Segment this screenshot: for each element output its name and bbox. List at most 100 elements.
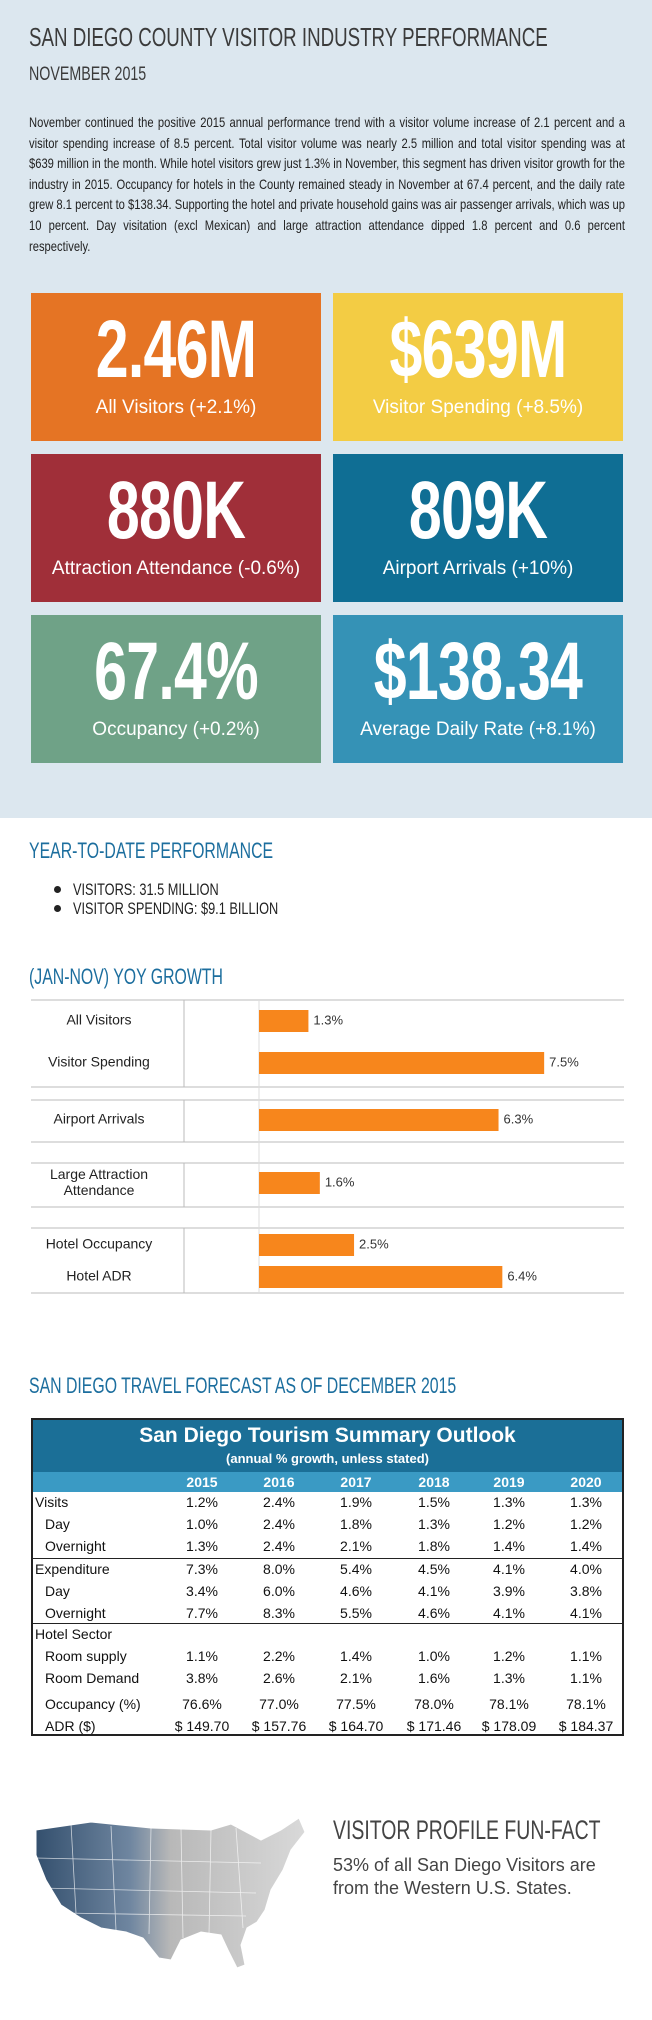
stat-label: Visitor Spending (+8.5%): [372, 397, 584, 418]
table-cell: $ 149.70: [174, 1718, 230, 1734]
table-cell: 8.0%: [263, 1561, 295, 1577]
table-cell: 6.0%: [263, 1583, 295, 1599]
row-label: Visits: [35, 1494, 69, 1510]
value-label: 7.5%: [549, 1054, 579, 1069]
table-cell: 1.5%: [418, 1494, 450, 1510]
table-cell: 1.4%: [493, 1538, 525, 1554]
table-cell: $ 184.37: [558, 1718, 614, 1734]
stat-value: $639M: [389, 304, 568, 395]
table-cell: 1.4%: [340, 1648, 372, 1664]
stat-value: 880K: [106, 465, 246, 556]
stat-label: Average Daily Rate (+8.1%): [360, 719, 596, 740]
category-label: Visitor Spending: [48, 1054, 150, 1070]
bar: [259, 1234, 355, 1256]
table-cell: $ 157.76: [251, 1718, 307, 1734]
column-header: 2015: [186, 1474, 218, 1490]
stat-value: 2.46M: [95, 304, 257, 395]
column-header: 2020: [570, 1474, 602, 1490]
table-cell: 1.6%: [418, 1670, 450, 1686]
table-subtitle: (annual % growth, unless stated): [226, 1451, 429, 1466]
row-label: Hotel Sector: [35, 1626, 113, 1642]
map-lines: [35, 1823, 262, 1939]
table-cell: 1.3%: [570, 1494, 602, 1510]
table-cell: 78.1%: [566, 1696, 606, 1712]
table-header-band: [33, 1472, 622, 1492]
table-cell: $ 164.70: [328, 1718, 384, 1734]
stat-value: 67.4%: [94, 626, 259, 717]
forecast-table: San Diego Tourism Summary Outlook (annua…: [31, 1418, 624, 1736]
table-cell: 8.3%: [263, 1605, 295, 1621]
table-cell: 78.1%: [489, 1696, 529, 1712]
ytd-heading: YEAR-TO-DATE PERFORMANCE: [29, 838, 274, 863]
table-cell: 2.1%: [340, 1670, 372, 1686]
stat-label: Attraction Attendance (-0.6%): [51, 558, 301, 579]
table-cell: 1.0%: [186, 1516, 218, 1532]
table-cell: 1.2%: [186, 1494, 218, 1510]
column-header: 2017: [340, 1474, 372, 1490]
value-label: 1.6%: [325, 1174, 355, 1189]
table-cell: 76.6%: [182, 1696, 222, 1712]
category-label: Hotel ADR: [66, 1268, 131, 1284]
bar: [259, 1010, 309, 1032]
stat-tile: $138.34 Average Daily Rate (+8.1%): [333, 615, 623, 763]
title: SAN DIEGO COUNTY VISITOR INDUSTRY PERFOR…: [29, 22, 548, 52]
row-label: ADR ($): [45, 1718, 96, 1734]
table-cell: 1.9%: [340, 1494, 372, 1510]
forecast-heading: SAN DIEGO TRAVEL FORECAST AS OF DECEMBER…: [29, 1373, 457, 1398]
stat-tile: 2.46M All Visitors (+2.1%): [31, 293, 321, 441]
chart: All Visitors 1.3% Visitor Spending 7.5% Airp…: [31, 999, 624, 1294]
fun-fact-text: 53% of all San Diego Visitors are from t…: [333, 1855, 596, 1898]
table-cell: 1.3%: [186, 1538, 218, 1554]
row-label: Expenditure: [35, 1561, 110, 1577]
table-cell: 4.5%: [418, 1561, 450, 1577]
table-cell: 4.1%: [418, 1583, 450, 1599]
bar: [259, 1052, 545, 1074]
column-header: 2018: [418, 1474, 450, 1490]
table-cell: 3.8%: [570, 1583, 602, 1599]
table-cell: 2.2%: [263, 1648, 295, 1664]
table-cell: 78.0%: [414, 1696, 454, 1712]
category-label: Hotel Occupancy: [46, 1236, 153, 1252]
stat-value: 809K: [408, 465, 548, 556]
table-cell: 4.1%: [570, 1605, 602, 1621]
map-shape: [35, 1817, 306, 1969]
table-cell: 2.4%: [263, 1516, 295, 1532]
table-cell: 3.9%: [493, 1583, 525, 1599]
stat-tile: 880K Attraction Attendance (-0.6%): [31, 454, 321, 602]
table-title-band: [33, 1420, 622, 1472]
stat-label: Occupancy (+0.2%): [92, 719, 260, 740]
row-label: Room supply: [45, 1648, 127, 1664]
table-cell: 1.4%: [570, 1538, 602, 1554]
us-map: [35, 1817, 306, 1969]
category-label: Airport Arrivals: [53, 1111, 144, 1127]
table-cell: 77.0%: [259, 1696, 299, 1712]
stat-tile: $639M Visitor Spending (+8.5%): [333, 293, 623, 441]
intro: November continued the positive 2015 ann…: [29, 114, 625, 254]
table-cell: 1.8%: [340, 1516, 372, 1532]
bar: [259, 1266, 503, 1288]
table-cell: 5.4%: [340, 1561, 372, 1577]
ytd-item: VISITOR SPENDING: $9.1 BILLION: [73, 899, 279, 918]
row-label: Day: [45, 1583, 70, 1599]
row-label: Room Demand: [45, 1670, 140, 1686]
table-cell: 1.2%: [570, 1516, 602, 1532]
fun-fact-heading: VISITOR PROFILE FUN-FACT: [333, 1815, 601, 1845]
table-cell: 4.1%: [493, 1561, 525, 1577]
table-cell: 2.4%: [263, 1538, 295, 1554]
stat-label: All Visitors (+2.1%): [95, 397, 257, 418]
table-cell: 1.3%: [493, 1494, 525, 1510]
stat-tile: 809K Airport Arrivals (+10%): [333, 454, 623, 602]
row-label: Overnight: [45, 1605, 106, 1621]
category-label: Large Attraction Attendance: [50, 1166, 148, 1198]
row-label: Day: [45, 1516, 70, 1532]
table-cell: 1.1%: [186, 1648, 218, 1664]
table-cell: $ 178.09: [481, 1718, 537, 1734]
table-cell: 5.5%: [340, 1605, 372, 1621]
value-label: 6.3%: [504, 1111, 534, 1126]
value-label: 2.5%: [359, 1236, 389, 1251]
table-cell: 1.1%: [570, 1648, 602, 1664]
table-cell: 4.6%: [418, 1605, 450, 1621]
value-label: 6.4%: [507, 1268, 537, 1283]
column-header: 2016: [263, 1474, 295, 1490]
